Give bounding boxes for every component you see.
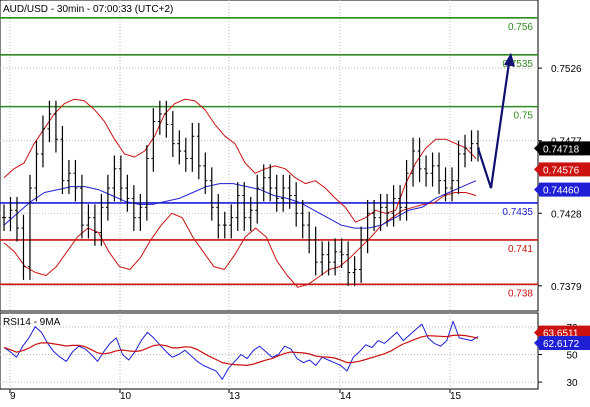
projection-path [476, 62, 511, 189]
level-label-0.738: 0.738 [508, 288, 533, 299]
rsi-tag-62.6172-bg [539, 336, 590, 351]
x-axis: 9 10 13 14 15 [9, 389, 462, 402]
rsi-tag-62.6172-text: 62.6172 [543, 339, 580, 350]
price-tag-0.74576-bg [539, 162, 590, 177]
price-tag-0.74576-pointer [534, 163, 540, 176]
horizontal-levels: 0.756 0.7535 0.75 0.7435 0.741 0.738 [0, 16, 538, 299]
price-tag-0.74576-text: 0.74576 [543, 165, 580, 176]
rsi-tag-63.6511-pointer [534, 326, 540, 339]
moving-average [3, 180, 477, 229]
price-tag-0.74460-text: 0.74460 [543, 186, 580, 197]
price-series [2, 100, 480, 286]
x-tick-label-9: 9 [10, 391, 16, 402]
level-label-0.741: 0.741 [508, 244, 533, 255]
y-tick-label: 0.7379 [551, 282, 582, 293]
projection-arrowhead [504, 52, 515, 67]
price-grid [0, 0, 538, 311]
level-label-0.756: 0.756 [508, 22, 533, 33]
rsi-y-tick-label: 50 [566, 350, 578, 361]
x-tick-label-14: 14 [340, 391, 352, 402]
rsi-ma-line [3, 334, 479, 366]
rsi-grid [0, 313, 538, 389]
x-tick-label-10: 10 [120, 391, 132, 402]
price-tag-0.74718-pointer [534, 142, 540, 155]
rsi-tag-62.6172-pointer [534, 337, 540, 350]
price-tag-0.74460-bg [539, 182, 590, 197]
rsi-lines [3, 320, 479, 380]
x-tick-label-13: 13 [229, 391, 241, 402]
level-label-0.7435: 0.7435 [502, 207, 533, 218]
rsi-panel-frame [0, 312, 539, 390]
price-tag-0.74460-pointer [534, 183, 540, 196]
price-tag-0.74718-text: 0.74718 [543, 144, 580, 155]
rsi-tag-63.6511-text: 63.6511 [543, 329, 579, 340]
bollinger-bands [3, 98, 477, 288]
rsi-title: RSI14 - 9MA [3, 317, 61, 328]
projection-arrow [476, 52, 515, 189]
rsi-y-tick-label: 30 [566, 378, 578, 389]
lower-band [3, 192, 477, 288]
price-tag-0.74718-bg [539, 141, 590, 156]
level-label-0.75: 0.75 [514, 111, 534, 122]
rsi-line [3, 320, 479, 380]
x-tick-label-15: 15 [450, 391, 462, 402]
y-tick-label: 0.7428 [551, 209, 582, 220]
y-tick-label: 0.7526 [551, 64, 582, 75]
chart-title: AUD/USD - 30min - 07:00:33 (UTC+2) [3, 4, 173, 15]
price-panel-frame [0, 0, 539, 312]
upper-band [3, 98, 477, 223]
level-label-0.7535: 0.7535 [502, 59, 533, 70]
